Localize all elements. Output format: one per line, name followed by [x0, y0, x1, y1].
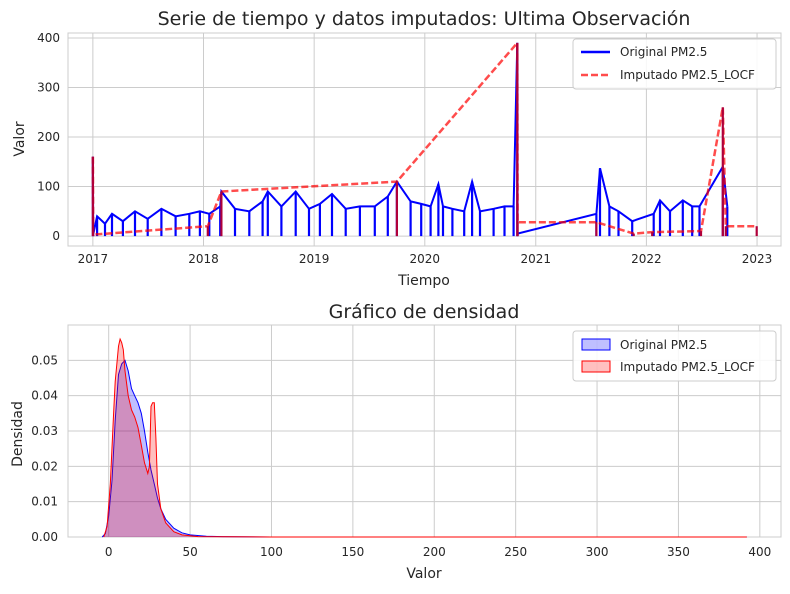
density-x-tick-label: 100	[260, 545, 283, 559]
timeseries-x-label: Tiempo	[397, 273, 450, 289]
density-x-tick-label: 300	[586, 545, 609, 559]
density-x-label: Valor	[406, 566, 442, 582]
density-y-tick-label: 0.04	[31, 389, 58, 403]
timeseries-y-tick-label: 100	[37, 180, 60, 194]
density-chart: 0 50 100 150 200 250 300 350 400 0.000.010.020.0…	[10, 301, 782, 582]
density-x-tick-label: 150	[341, 545, 364, 559]
density-legend-imputed-swatch	[581, 360, 611, 373]
timeseries-series	[91, 39, 758, 237]
density-legend: Original PM2.5 Imputado PM2.5_LOCF	[572, 330, 777, 382]
timeseries-x-tick-label: 2023	[742, 252, 773, 266]
timeseries-x-tick-label: 2022	[631, 252, 662, 266]
density-legend-original-label: Original PM2.5	[620, 338, 707, 352]
density-x-tick-label: 0	[105, 545, 113, 559]
series-imputado-pm2-5-locf	[103, 337, 747, 538]
density-y-tick-label: 0.03	[31, 424, 58, 438]
density-legend-imputed-label: Imputado PM2.5_LOCF	[620, 360, 755, 374]
density-x-tick-label: 200	[423, 545, 446, 559]
timeseries-legend: Original PM2.5 Imputado PM2.5_LOCF	[572, 38, 777, 90]
density-x-tick-label: 50	[182, 545, 197, 559]
timeseries-title: Serie de tiempo y datos imputados: Ultim…	[158, 8, 691, 30]
density-legend-original-swatch	[581, 338, 611, 351]
timeseries-y-tick-label: 400	[37, 31, 60, 45]
timeseries-x-tick-label: 2019	[299, 252, 330, 266]
density-series	[101, 337, 747, 538]
density-y-tick-label: 0.05	[31, 353, 58, 367]
timeseries-legend-box	[572, 38, 777, 90]
timeseries-x-tick-label: 2020	[410, 252, 441, 266]
density-legend-box	[572, 330, 777, 382]
timeseries-x-tick-label: 2021	[520, 252, 551, 266]
density-x-ticks: 0 50 100 150 200 250 300 350 400	[105, 545, 771, 559]
timeseries-x-tick-label: 2017	[78, 252, 109, 266]
density-y-tick-label: 0.00	[31, 530, 58, 544]
density-title: Gráfico de densidad	[329, 301, 520, 323]
timeseries-y-tick-label: 300	[37, 80, 60, 94]
density-line-imputado-pm2-5-locf	[103, 337, 747, 538]
density-y-label: Densidad	[10, 401, 26, 467]
series-imputado-pm2-5-locf	[91, 39, 758, 237]
timeseries-x-tick-label: 2018	[188, 252, 219, 266]
series-line-original-pm2-5	[91, 42, 729, 235]
density-x-tick-label: 400	[748, 545, 771, 559]
density-y-ticks: 0.00 0.01 0.02 0.03 0.04 0.05	[31, 353, 58, 544]
density-y-tick-label: 0.01	[31, 495, 58, 509]
timeseries-legend-imputed-label: Imputado PM2.5_LOCF	[620, 68, 755, 82]
timeseries-y-tick-label: 200	[37, 130, 60, 144]
timeseries-y-tick-label: 0	[52, 229, 60, 243]
timeseries-x-ticks: 2017 2018 2019 2020 2021 2022 2023	[78, 252, 773, 266]
density-x-tick-label: 250	[504, 545, 527, 559]
timeseries-y-label: Valor	[12, 121, 28, 157]
density-x-tick-label: 350	[667, 545, 690, 559]
density-y-tick-label: 0.02	[31, 459, 58, 473]
timeseries-chart: 2017 2018 2019 2020 2021 2022 2023 0 100 200 300 4…	[12, 8, 782, 289]
timeseries-y-ticks: 0 100 200 300 400	[37, 31, 60, 243]
timeseries-legend-original-label: Original PM2.5	[620, 45, 707, 59]
